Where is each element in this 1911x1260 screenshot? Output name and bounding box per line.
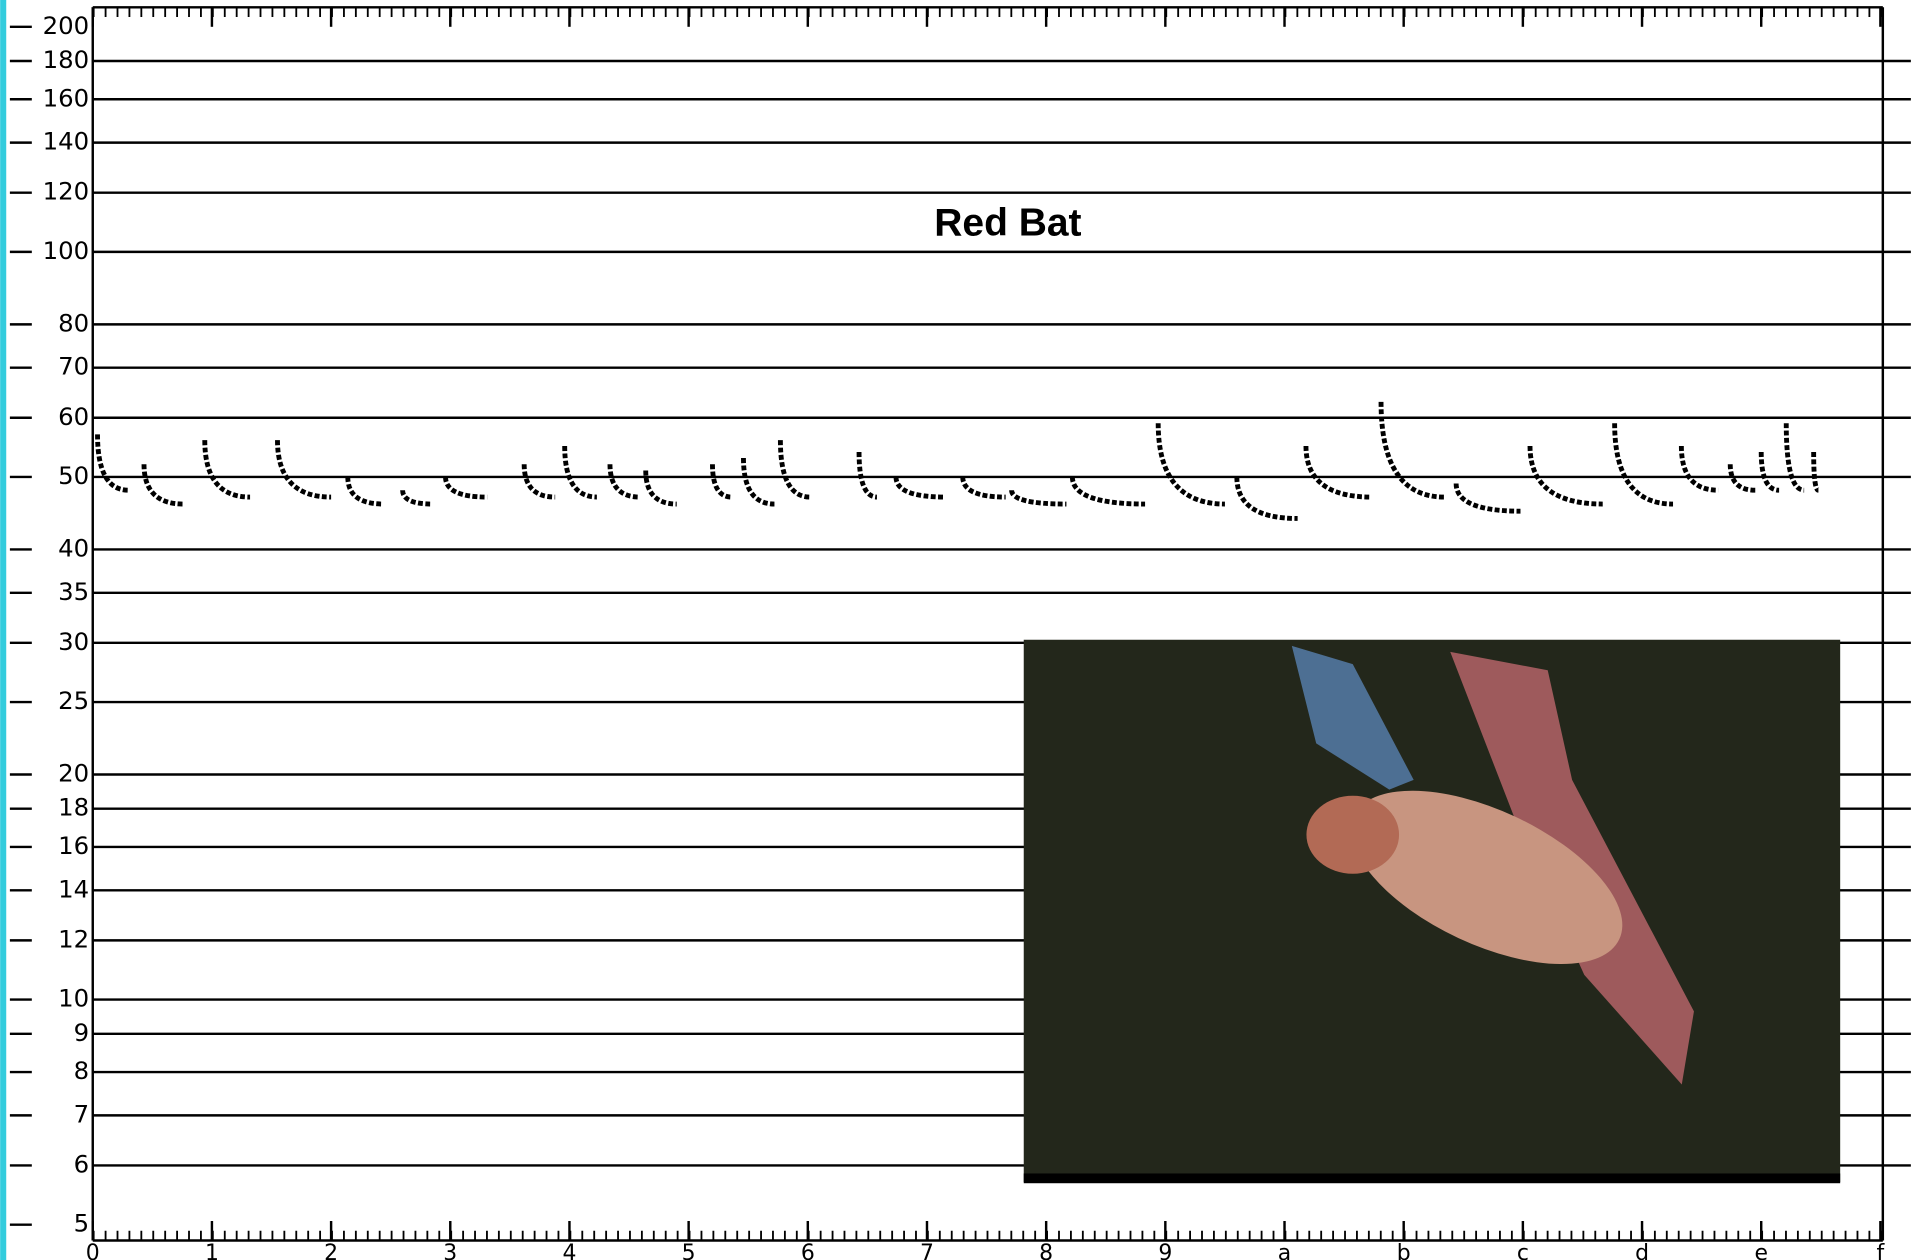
call <box>1758 451 1780 493</box>
x-tick-label: a <box>1278 1241 1291 1260</box>
left-border <box>0 0 7 1260</box>
call <box>141 464 184 507</box>
x-tick-label: f <box>1877 1241 1886 1260</box>
y-tick-label: 9 <box>74 1018 90 1047</box>
call <box>710 464 732 500</box>
x-tick-label: 9 <box>1158 1241 1172 1260</box>
call <box>345 476 384 507</box>
call <box>856 451 878 500</box>
y-tick-label: 7 <box>74 1099 90 1128</box>
x-tick-label: 3 <box>443 1241 457 1260</box>
x-tick-label: 4 <box>562 1241 576 1260</box>
call <box>521 464 556 500</box>
call <box>1727 464 1756 493</box>
x-tick-label: e <box>1754 1241 1768 1260</box>
y-tick-label: 60 <box>58 402 89 431</box>
y-tick-label: 50 <box>58 461 89 490</box>
y-tick-label: 200 <box>43 11 89 40</box>
call <box>562 446 598 500</box>
y-tick-label: 20 <box>58 759 89 788</box>
y-tick-label: 16 <box>58 831 89 860</box>
bat-body <box>1351 790 1623 965</box>
x-tick-label: 8 <box>1039 1241 1053 1260</box>
call <box>1811 451 1820 493</box>
call <box>777 440 811 500</box>
call <box>1234 476 1298 521</box>
y-tick-label: 25 <box>58 686 89 715</box>
x-tick-label: d <box>1635 1241 1649 1260</box>
y-tick-label: 160 <box>43 83 89 112</box>
y-tick-label: 12 <box>58 924 89 953</box>
y-tick-label: 180 <box>43 45 89 74</box>
y-tick-label: 100 <box>43 236 89 265</box>
x-tick-label: 0 <box>86 1241 100 1260</box>
x-tick-label: b <box>1397 1241 1411 1260</box>
call <box>1527 445 1603 507</box>
y-tick-label: 40 <box>58 533 89 562</box>
call <box>643 470 677 507</box>
y-tick-label: 14 <box>58 874 89 903</box>
calls <box>95 401 1820 521</box>
call <box>1303 445 1372 500</box>
call <box>1783 423 1805 493</box>
y-tick-label: 18 <box>58 793 89 822</box>
call <box>1678 445 1719 493</box>
call <box>443 476 488 500</box>
bat-wing-left <box>1291 645 1414 790</box>
y-tick-label: 80 <box>58 308 89 337</box>
call <box>960 476 1006 500</box>
call <box>275 440 332 500</box>
y-tick-label: 6 <box>74 1149 90 1178</box>
call <box>1453 483 1521 514</box>
y-tick-label: 10 <box>58 984 89 1013</box>
x-tick-label: 2 <box>324 1241 338 1260</box>
bat-photo <box>1023 639 1841 1184</box>
chart-title: Red Bat <box>934 202 1081 245</box>
y-tick-label: 35 <box>58 577 89 606</box>
call <box>1155 423 1225 507</box>
y-tick-label: 5 <box>74 1209 90 1238</box>
y-tick-label: 70 <box>58 352 89 381</box>
call <box>95 434 129 493</box>
x-tick-label: 7 <box>920 1241 934 1260</box>
call <box>1378 401 1445 500</box>
call <box>1069 476 1146 507</box>
call <box>1009 489 1067 507</box>
photo-bottom-bar <box>1023 1173 1841 1184</box>
bat-head <box>1306 795 1400 874</box>
y-tick-label: 120 <box>43 177 89 206</box>
x-tick-label: 1 <box>205 1241 219 1260</box>
x-tick-label: 5 <box>682 1241 696 1260</box>
call <box>400 489 433 507</box>
call <box>893 476 945 500</box>
x-tick-label: c <box>1517 1241 1529 1260</box>
call <box>1612 423 1674 507</box>
x-tick-label: 6 <box>801 1241 815 1260</box>
call <box>607 464 640 500</box>
y-tick-label: 30 <box>58 627 89 656</box>
y-tick-label: 140 <box>43 127 89 156</box>
call <box>741 458 775 507</box>
y-tick-label: 8 <box>74 1056 90 1085</box>
call <box>202 440 251 500</box>
